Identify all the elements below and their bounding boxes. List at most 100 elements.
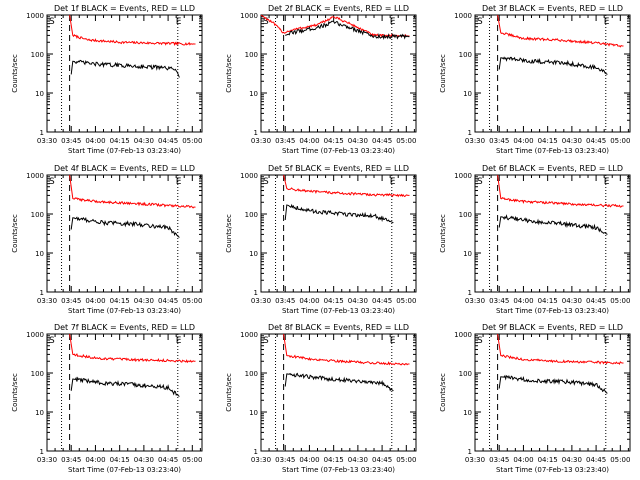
plot-frame	[474, 14, 631, 133]
x-tick-label: 05:00	[396, 297, 416, 305]
x-tick-label: 03:30	[465, 137, 485, 145]
panel-title: Det 7f BLACK = Events, RED = LLD	[54, 323, 195, 332]
y-tick-label: 100	[245, 51, 258, 59]
end-marker-label: E	[176, 336, 182, 346]
x-tick-label: 03:45	[489, 456, 509, 464]
y-tick-label: 1000	[454, 172, 472, 180]
series-events-line	[70, 216, 180, 238]
x-tick-label: 03:30	[37, 297, 57, 305]
detector-panel: Det 6f BLACK = Events, RED = LLD 1 10 100 10…	[439, 164, 631, 315]
y-tick-label: 100	[31, 211, 44, 219]
detector-panel: Det 3f BLACK = Events, RED = LLD 1 10 100 10…	[439, 4, 631, 155]
y-tick-label: 1000	[240, 12, 258, 20]
x-tick-label: 04:45	[158, 137, 178, 145]
y-axis-label: Counts/sec	[225, 373, 233, 412]
y-tick-label: 1	[468, 129, 472, 137]
detector-panel: Det 2f BLACK = Events, RED = LLD 1 10 100 10…	[225, 4, 417, 155]
end-marker-label: E	[604, 177, 610, 187]
x-tick-label: 04:00	[299, 456, 319, 464]
series-events-line	[284, 203, 394, 224]
end-marker-label: E	[604, 336, 610, 346]
detector-panel: Det 9f BLACK = Events, RED = LLD 1 10 100 10…	[439, 323, 631, 474]
panel-title: Det 3f BLACK = Events, RED = LLD	[482, 4, 623, 13]
end-marker-label: E	[604, 17, 610, 27]
x-tick-label: 03:30	[251, 137, 271, 145]
series-events-line	[285, 20, 410, 40]
x-tick-label: 03:30	[37, 137, 57, 145]
panel-title: Det 5f BLACK = Events, RED = LLD	[268, 164, 409, 173]
end-marker-label: E	[176, 17, 182, 27]
y-tick-label: 100	[31, 370, 44, 378]
panel-title: Det 4f BLACK = Events, RED = LLD	[54, 164, 195, 173]
y-tick-label: 1	[254, 289, 258, 297]
x-tick-label: 04:45	[372, 456, 392, 464]
x-tick-label: 03:45	[275, 297, 295, 305]
series-lld-line	[69, 15, 196, 47]
start-marker-label: S	[263, 336, 269, 346]
x-tick-label: 03:45	[61, 456, 81, 464]
y-tick-label: 1000	[454, 331, 472, 339]
x-axis-label: Start Time (07-Feb-13 03:23:40)	[282, 466, 395, 474]
x-tick-label: 04:15	[324, 297, 344, 305]
series-events-line	[70, 376, 180, 397]
x-tick-label: 04:00	[85, 137, 105, 145]
x-tick-label: 03:30	[251, 456, 271, 464]
y-axis-label: Counts/sec	[225, 54, 233, 93]
start-marker-label: S	[263, 177, 269, 187]
detector-panel: Det 4f BLACK = Events, RED = LLD 1 10 100 10…	[11, 164, 203, 315]
y-axis-label: Counts/sec	[11, 373, 19, 412]
x-tick-label: 05:00	[182, 297, 202, 305]
x-tick-label: 04:30	[348, 456, 368, 464]
x-tick-label: 04:45	[586, 137, 606, 145]
x-tick-label: 04:15	[324, 137, 344, 145]
x-tick-label: 05:00	[182, 137, 202, 145]
plot-frame	[260, 14, 417, 133]
series-lld-line	[69, 175, 196, 209]
x-tick-label: 04:30	[134, 456, 154, 464]
detector-panel: Det 8f BLACK = Events, RED = LLD 1 10 100 10…	[225, 323, 417, 474]
x-tick-label: 03:30	[37, 456, 57, 464]
x-tick-label: 04:00	[85, 297, 105, 305]
y-tick-label: 10	[463, 90, 472, 98]
plot-frame	[260, 333, 417, 452]
x-tick-label: 04:45	[158, 456, 178, 464]
y-tick-label: 1000	[240, 331, 258, 339]
x-tick-label: 04:15	[324, 456, 344, 464]
y-tick-label: 1	[40, 129, 44, 137]
detector-panel: Det 7f BLACK = Events, RED = LLD 1 10 100 10…	[11, 323, 203, 474]
plot-frame	[474, 174, 631, 293]
x-axis-label: Start Time (07-Feb-13 03:23:40)	[68, 147, 181, 155]
x-axis-label: Start Time (07-Feb-13 03:23:40)	[68, 307, 181, 315]
plot-frame	[46, 333, 203, 452]
start-marker-label: S	[477, 177, 483, 187]
x-tick-label: 04:15	[538, 297, 558, 305]
x-axis-label: Start Time (07-Feb-13 03:23:40)	[496, 307, 609, 315]
x-tick-label: 03:45	[489, 297, 509, 305]
x-tick-label: 03:45	[61, 297, 81, 305]
x-tick-label: 05:00	[610, 137, 630, 145]
x-tick-label: 05:00	[610, 297, 630, 305]
start-marker-label: S	[477, 17, 483, 27]
x-tick-label: 04:00	[299, 297, 319, 305]
y-tick-label: 100	[459, 211, 472, 219]
x-tick-label: 04:30	[562, 456, 582, 464]
x-tick-label: 04:45	[158, 297, 178, 305]
y-tick-label: 10	[463, 250, 472, 258]
series-lld-line	[283, 175, 410, 198]
y-tick-label: 1	[40, 289, 44, 297]
y-tick-label: 1000	[26, 12, 44, 20]
x-tick-label: 04:15	[538, 456, 558, 464]
x-axis-label: Start Time (07-Feb-13 03:23:40)	[282, 147, 395, 155]
y-tick-label: 10	[35, 250, 44, 258]
x-tick-label: 05:00	[396, 137, 416, 145]
x-tick-label: 04:00	[513, 137, 533, 145]
x-tick-label: 04:30	[562, 137, 582, 145]
y-tick-label: 1	[254, 448, 258, 456]
series-lld-line	[497, 15, 624, 48]
panel-title: Det 6f BLACK = Events, RED = LLD	[482, 164, 623, 173]
x-tick-label: 03:45	[489, 137, 509, 145]
panel-title: Det 2f BLACK = Events, RED = LLD	[268, 4, 409, 13]
x-tick-label: 03:45	[275, 137, 295, 145]
x-tick-label: 03:30	[465, 297, 485, 305]
x-tick-label: 04:15	[110, 137, 130, 145]
